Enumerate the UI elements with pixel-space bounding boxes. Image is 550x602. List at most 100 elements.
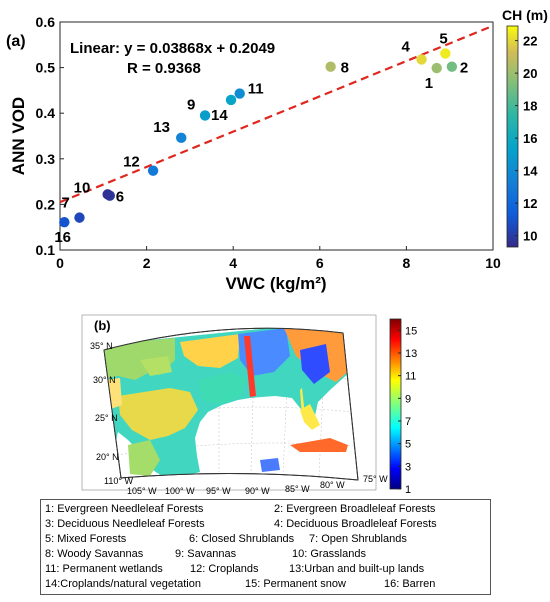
point-label: 5 <box>439 30 447 47</box>
colorbar-tick-label: 10 <box>523 229 537 244</box>
data-point <box>59 216 70 228</box>
landcover-colorbar-ticks: 15 13 11 9 7 5 3 1 <box>398 325 417 496</box>
colorbar-tick-label: 16 <box>523 131 537 146</box>
colorbar-tick-label: 12 <box>523 196 537 211</box>
colorbar-tick-label: 3 <box>405 461 411 473</box>
point-label: 13 <box>153 119 170 136</box>
y-axis-label: ANN VOD <box>9 97 28 175</box>
data-point <box>225 94 237 106</box>
colorbar-title: CH (m) <box>502 7 548 23</box>
legend-item: 10: Grasslands <box>292 548 366 560</box>
legend-item: 13:Urban and built-up lands <box>289 563 425 575</box>
x-axis-label: VWC (kg/m²) <box>225 274 326 293</box>
land-cover-map <box>104 328 356 479</box>
point-label: 16 <box>54 229 71 246</box>
legend-item: 6: Closed Shrublands <box>189 533 295 545</box>
map-outline <box>103 327 359 481</box>
point-label: 6 <box>116 189 124 206</box>
ch-colorbar-ticks: 10 12 14 16 18 20 22 <box>515 34 538 244</box>
landcover-colorbar <box>389 318 402 490</box>
legend-item: 16: Barren <box>384 578 436 590</box>
latitude-labels: 35° N 30° N 25° N 20° N <box>90 341 119 462</box>
colorbar-tick-label: 15 <box>405 325 417 337</box>
legend-item: 14:Croplands/natural vegetation <box>45 578 201 590</box>
y-tick-label: 0.6 <box>36 14 56 30</box>
fit-equation: Linear: y = 0.03868x + 0.2049 <box>70 40 275 57</box>
point-label: 8 <box>341 60 349 77</box>
lon-label: 85° W <box>285 484 310 494</box>
panel-label-a: (a) <box>6 33 26 50</box>
x-axis: 0 2 4 6 8 10 <box>56 246 501 271</box>
colorbar-tick-label: 22 <box>523 34 537 49</box>
colorbar-tick-label: 1 <box>405 484 411 496</box>
data-point <box>74 212 85 223</box>
ch-colorbar <box>506 25 519 248</box>
map-frame <box>81 314 377 491</box>
legend-item: 1: Evergreen Needleleaf Forests <box>45 503 204 515</box>
colorbar-tick-label: 13 <box>405 348 417 360</box>
point-label: 11 <box>248 81 264 98</box>
legend-item: 3: Deciduous Needleleaf Forests <box>45 518 205 530</box>
point-label: 7 <box>61 195 69 212</box>
y-axis: 0.1 0.2 0.3 0.4 0.5 0.6 <box>36 14 64 258</box>
correlation-r: R = 0.9368 <box>127 60 201 77</box>
data-point <box>446 61 458 72</box>
data-point <box>234 88 245 99</box>
data-point <box>102 189 113 200</box>
y-tick-label: 0.5 <box>36 60 56 76</box>
legend-item: 11: Permanent wetlands <box>45 563 163 575</box>
legend-item: 2: Evergreen Broadleleaf Forests <box>274 503 436 515</box>
x-tick-label: 10 <box>485 255 501 271</box>
y-tick-label: 0.1 <box>36 242 56 258</box>
legend-item: 8: Woody Savannas <box>45 548 144 560</box>
point-label: 12 <box>123 154 140 171</box>
point-label: 4 <box>402 38 411 55</box>
data-point <box>416 54 427 65</box>
point-label: 9 <box>187 96 195 113</box>
x-tick-label: 8 <box>403 255 411 271</box>
lon-label: 80° W <box>320 480 345 490</box>
scatter-panel: (a) 0 2 4 6 8 10 0.10.20.30.40.50.6 124 567891… <box>6 7 548 293</box>
data-point <box>325 61 336 72</box>
panel-label-b: (b) <box>94 318 111 333</box>
lon-label: 100° W <box>165 486 195 496</box>
x-tick-label: 6 <box>316 255 324 271</box>
legend-item: 15: Permanent snow <box>245 578 346 590</box>
legend-item: 12: Croplands <box>190 563 259 575</box>
lat-label: 20° N <box>96 452 119 462</box>
lon-label: 75° W <box>363 474 388 484</box>
lon-label: 105° W <box>127 486 157 496</box>
data-point <box>440 48 451 59</box>
colorbar-tick-label: 9 <box>405 393 411 405</box>
legend-item: 4: Deciduous Broadleleaf Forests <box>274 518 437 530</box>
lon-label: 110° W <box>104 476 133 486</box>
data-point <box>147 165 159 176</box>
data-point <box>431 62 442 74</box>
x-tick-label: 4 <box>229 255 237 271</box>
colorbar-tick-label: 11 <box>405 371 416 383</box>
data-point <box>199 110 211 121</box>
point-label: 1 <box>425 75 433 92</box>
landcover-legend: 1: Evergreen Needleleaf Forests 2: Everg… <box>40 499 491 595</box>
lat-label: 35° N <box>90 341 113 351</box>
x-tick-label: 0 <box>56 255 64 271</box>
map-panel: (b) <box>81 314 417 496</box>
colorbar-tick-label: 20 <box>523 66 537 81</box>
lon-label: 90° W <box>245 486 270 496</box>
colorbar-tick-label: 14 <box>523 164 538 179</box>
colorbar-tick-label: 7 <box>405 416 411 428</box>
legend-item: 5: Mixed Forests <box>45 533 127 545</box>
data-point <box>176 132 187 144</box>
x-tick-label: 2 <box>143 255 151 271</box>
legend-item: 9: Savannas <box>175 548 237 560</box>
colorbar-tick-label: 18 <box>523 99 537 114</box>
point-label: 10 <box>74 179 91 196</box>
y-tick-label: 0.4 <box>36 105 56 121</box>
lon-label: 95° W <box>206 486 231 496</box>
colorbar-tick-label: 5 <box>405 439 411 451</box>
point-label: 14 <box>211 107 228 124</box>
lat-label: 30° N <box>93 375 116 385</box>
